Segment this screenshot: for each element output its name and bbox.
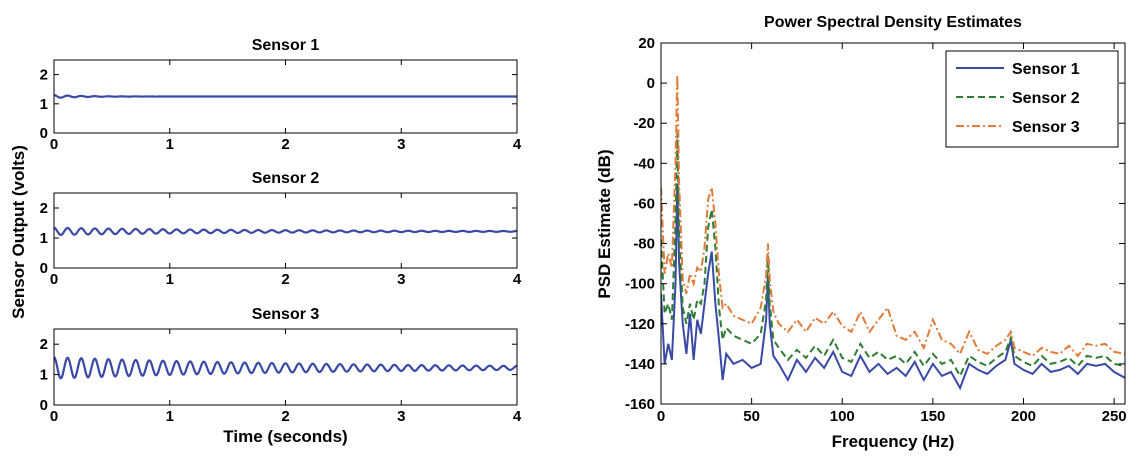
y-tick-label: -100 bbox=[625, 276, 655, 293]
chart-title: Sensor 2 bbox=[252, 170, 320, 187]
chart-title: Power Spectral Density Estimates bbox=[764, 14, 1022, 31]
x-tick-label: 1 bbox=[166, 271, 174, 288]
y-tick-label: 2 bbox=[40, 67, 48, 84]
x-tick-label: 4 bbox=[513, 271, 522, 288]
legend-label: Sensor 1 bbox=[1012, 61, 1080, 78]
y-tick-label: -20 bbox=[633, 115, 655, 132]
x-tick-label: 0 bbox=[50, 271, 58, 288]
x-tick-label: 2 bbox=[281, 271, 289, 288]
y-tick-label: 1 bbox=[40, 230, 48, 247]
x-tick-label: 3 bbox=[397, 408, 405, 425]
legend-label: Sensor 2 bbox=[1012, 90, 1080, 107]
x-axis-label: Frequency (Hz) bbox=[832, 432, 955, 451]
y-tick-label: -40 bbox=[633, 155, 655, 172]
y-tick-label: 1 bbox=[40, 367, 48, 384]
x-tick-label: 100 bbox=[830, 408, 855, 425]
x-tick-label: 3 bbox=[397, 271, 405, 288]
x-tick-label: 4 bbox=[513, 136, 522, 153]
y-tick-label: -140 bbox=[625, 356, 655, 373]
time-plot-sensor-3: 0 1 2 3 4 0 1 2 Sensor 3 Time (seconds) bbox=[40, 306, 522, 446]
series-line-time_sensor1 bbox=[53, 93, 517, 99]
y-axis-label: PSD Estimate (dB) bbox=[595, 149, 614, 298]
x-tick-label: 2 bbox=[281, 408, 289, 425]
x-tick-label: 1 bbox=[166, 136, 174, 153]
x-tick-label: 2 bbox=[281, 136, 289, 153]
chart-title: Sensor 3 bbox=[252, 306, 320, 323]
series-line-sensor-1 bbox=[661, 183, 1125, 391]
x-tick-label: 1 bbox=[166, 408, 174, 425]
series-line-time_sensor2 bbox=[53, 226, 518, 236]
chart-title: Sensor 1 bbox=[252, 37, 320, 54]
series-line-time_sensor3 bbox=[53, 356, 518, 380]
y-tick-label: 1 bbox=[40, 96, 48, 113]
y-axis-label: Sensor Output (volts) bbox=[9, 145, 28, 319]
x-tick-label: 4 bbox=[513, 408, 522, 425]
y-tick-label: -60 bbox=[633, 195, 655, 212]
time-plot-sensor-2: 0 1 2 3 4 0 1 2 Sensor 2 bbox=[40, 170, 522, 288]
y-tick-label: -160 bbox=[625, 396, 655, 413]
psd-plot: 0 50 100 150 200 250200-20-40-60-80-100-120-1… bbox=[595, 14, 1127, 451]
x-tick-label: 3 bbox=[397, 136, 405, 153]
y-tick-label: 0 bbox=[40, 260, 48, 277]
y-tick-label: -80 bbox=[633, 236, 655, 253]
legend: Sensor 1 Sensor 2 Sensor 3 bbox=[945, 50, 1119, 148]
y-tick-label: -120 bbox=[625, 316, 655, 333]
x-tick-label: 250 bbox=[1102, 408, 1127, 425]
x-tick-label: 0 bbox=[50, 408, 58, 425]
axes-box-psd bbox=[660, 42, 1126, 405]
y-tick-label: 0 bbox=[647, 75, 655, 92]
y-tick-label: 2 bbox=[40, 200, 48, 217]
x-tick-label: 150 bbox=[920, 408, 945, 425]
series-line-sensor-2 bbox=[661, 133, 1125, 379]
x-tick-label: 200 bbox=[1011, 408, 1036, 425]
legend-label: Sensor 3 bbox=[1012, 119, 1080, 136]
y-tick-label: 0 bbox=[40, 125, 48, 142]
series-line-sensor-3 bbox=[661, 75, 1125, 358]
y-tick-label: 2 bbox=[40, 336, 48, 353]
y-tick-label: 0 bbox=[40, 397, 48, 414]
x-axis-label: Time (seconds) bbox=[223, 427, 347, 446]
y-tick-label: 20 bbox=[638, 35, 655, 52]
x-tick-label: 0 bbox=[657, 408, 665, 425]
x-tick-label: 0 bbox=[50, 136, 58, 153]
time-plot-sensor-1: 0 1 2 3 4 0 1 2 Sensor 1 Sensor Output (volts) bbox=[9, 37, 522, 319]
x-tick-label: 50 bbox=[743, 408, 760, 425]
